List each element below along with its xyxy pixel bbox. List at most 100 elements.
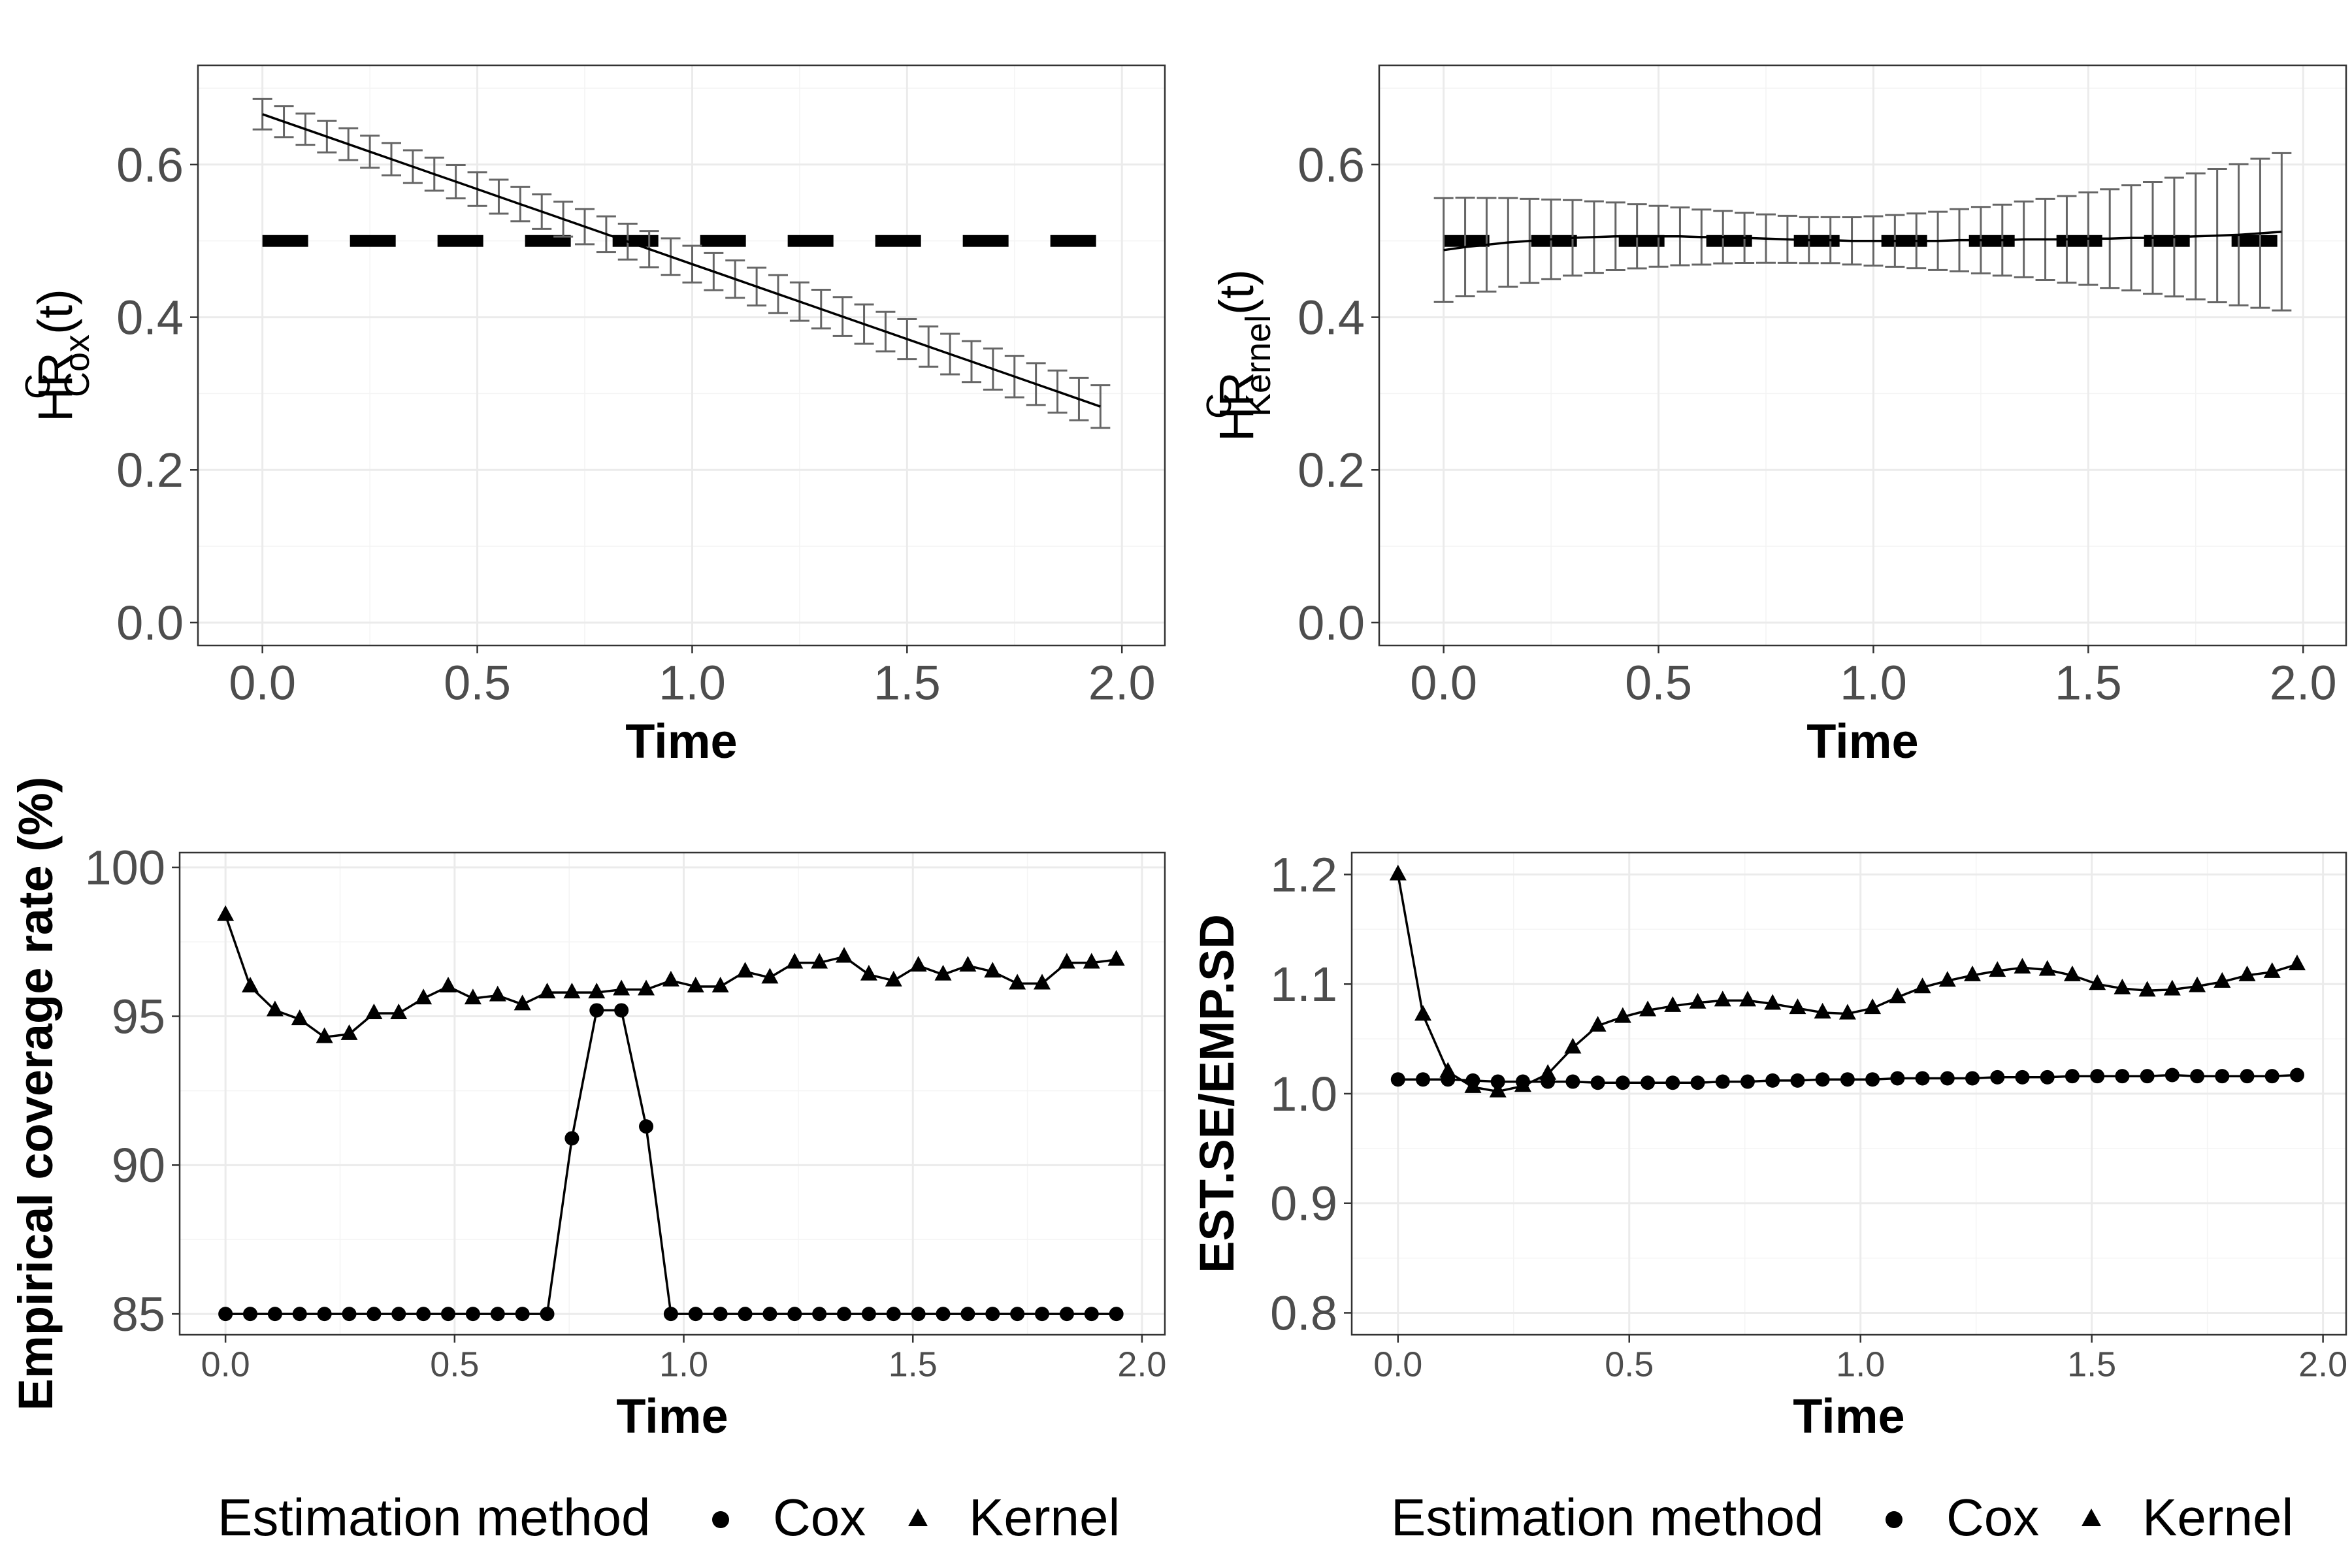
coverage-point-cox	[564, 1131, 580, 1146]
coverage-point-kernel	[736, 962, 754, 978]
hr-kernel-x-tick-label: 2.0	[2270, 655, 2337, 710]
coverage-point-cox	[812, 1307, 827, 1322]
se-ratio-point-kernel	[2288, 955, 2306, 971]
hr-cox-x-axis-title: Time	[625, 714, 737, 768]
coverage-point-kernel	[291, 1009, 308, 1026]
se-ratio-point-cox	[2040, 1070, 2055, 1085]
se-ratio-point-kernel	[2089, 974, 2106, 990]
hr-kernel-ylabel-suffix: (t)	[1209, 269, 1264, 315]
se-ratio-point-kernel	[1714, 990, 1731, 1007]
hr-cox-x-tick-label: 0.5	[444, 655, 511, 710]
coverage-y-tick-label: 90	[112, 1138, 165, 1192]
hr-kernel-panel-border	[1378, 64, 2347, 647]
se-ratio-point-cox	[1490, 1074, 1505, 1089]
se-ratio-point-kernel	[2213, 972, 2231, 988]
coverage-point-kernel	[415, 988, 433, 1005]
coverage-x-tick-label: 0.5	[430, 1345, 479, 1384]
coverage-point-cox	[614, 1003, 629, 1018]
coverage-point-cox	[441, 1307, 456, 1322]
coverage-point-cox	[292, 1307, 307, 1322]
hr-kernel-series-line-estimate	[1443, 230, 2282, 252]
se-ratio-chart: 0.0 0.5 1.0 1.5 2.0 0.8 0.9 1.0 1.1 1.2 Time EST.…	[1190, 847, 2347, 1443]
coverage-point-kernel	[1034, 973, 1051, 990]
coverage-point-cox	[267, 1307, 282, 1322]
coverage-point-cox	[1109, 1307, 1124, 1322]
legend-right-cox-label: Cox	[1946, 1488, 2039, 1546]
se-ratio-point-kernel	[2014, 958, 2031, 974]
se-ratio-point-kernel	[1664, 996, 1682, 1012]
se-ratio-point-cox	[1641, 1075, 1656, 1090]
se-ratio-point-kernel	[1689, 992, 1707, 1009]
coverage-point-cox	[317, 1307, 332, 1322]
legend-left-cox-marker	[712, 1511, 729, 1528]
se-ratio-y-axis-title: EST.SE/EMP.SD	[1190, 914, 1244, 1273]
coverage-point-cox	[1035, 1307, 1050, 1322]
se-ratio-point-kernel	[1589, 1016, 1607, 1032]
se-ratio-point-cox	[2090, 1069, 2105, 1084]
se-ratio-point-cox	[1890, 1071, 1905, 1086]
se-ratio-point-cox	[1840, 1072, 1855, 1087]
se-ratio-point-kernel	[2138, 981, 2156, 997]
coverage-point-cox	[738, 1307, 753, 1322]
se-ratio-point-cox	[1416, 1072, 1431, 1087]
se-ratio-ticks: 0.0 0.5 1.0 1.5 2.0 0.8 0.9 1.0 1.1 1.2	[1270, 847, 2347, 1384]
hr-kernel-y-tick-label: 0.0	[1298, 596, 1365, 650]
se-ratio-x-tick-label: 1.0	[1836, 1345, 1885, 1384]
hr-cox-ylabel-suffix: (t)	[28, 289, 82, 335]
se-ratio-point-cox	[1565, 1074, 1580, 1089]
se-ratio-point-kernel	[1938, 971, 1956, 987]
se-ratio-point-kernel	[1414, 1005, 1432, 1021]
coverage-point-kernel	[1107, 950, 1125, 966]
se-ratio-point-kernel	[1489, 1081, 1507, 1098]
coverage-point-kernel	[613, 979, 630, 996]
se-ratio-point-kernel	[1439, 1062, 1457, 1078]
coverage-panel-border	[178, 851, 1166, 1336]
hr-cox-marks	[252, 97, 1111, 429]
hr-cox-y-tick-label: 0.0	[116, 596, 184, 650]
se-ratio-point-cox	[2240, 1069, 2255, 1084]
se-ratio-point-cox	[1790, 1073, 1805, 1088]
hr-cox-y-tick-label: 0.4	[116, 290, 184, 344]
se-ratio-point-cox	[2164, 1068, 2180, 1083]
hr-cox-chart: 0.0 0.5 1.0 1.5 2.0 0.0 0.2 0.4 0.6 Time HRCCox(…	[18, 64, 1166, 768]
se-ratio-y-tick-label: 1.0	[1270, 1067, 1337, 1121]
se-ratio-y-tick-label: 0.9	[1270, 1177, 1337, 1231]
hr-kernel-ylabel-sup: C	[1200, 393, 1239, 419]
coverage-point-cox	[663, 1307, 678, 1322]
coverage-point-kernel	[588, 983, 606, 999]
se-ratio-y-tick-label: 1.2	[1270, 847, 1337, 902]
coverage-point-cox	[540, 1307, 555, 1322]
coverage-point-kernel	[365, 1004, 383, 1019]
se-ratio-point-kernel	[2238, 965, 2256, 981]
se-ratio-x-tick-label: 0.5	[1605, 1345, 1654, 1384]
se-ratio-point-cox	[2264, 1069, 2279, 1084]
coverage-point-kernel	[711, 977, 729, 992]
coverage-point-kernel	[836, 947, 853, 963]
coverage-point-cox	[515, 1307, 530, 1322]
se-ratio-point-cox	[2289, 1068, 2304, 1083]
hr-cox-x-tick-label: 1.0	[659, 655, 726, 710]
se-ratio-point-cox	[1815, 1072, 1830, 1087]
coverage-point-cox	[367, 1307, 382, 1322]
hr-kernel-y-tick-label: 0.6	[1298, 138, 1365, 192]
hr-cox-x-tick-label: 1.5	[874, 655, 941, 710]
se-ratio-point-kernel	[1964, 965, 1982, 981]
coverage-point-kernel	[638, 979, 655, 996]
hr-cox-x-tick-label: 2.0	[1088, 655, 1156, 710]
se-ratio-point-kernel	[1514, 1076, 1531, 1092]
coverage-point-cox	[960, 1307, 975, 1322]
coverage-point-kernel	[440, 977, 457, 992]
coverage-point-cox	[391, 1307, 406, 1322]
se-ratio-point-cox	[1390, 1072, 1405, 1087]
se-ratio-point-cox	[2065, 1069, 2080, 1084]
coverage-point-kernel	[563, 983, 581, 999]
coverage-point-cox	[837, 1307, 852, 1322]
coverage-point-cox	[416, 1307, 431, 1322]
se-ratio-point-kernel	[1764, 994, 1782, 1010]
coverage-point-kernel	[1083, 953, 1100, 969]
se-ratio-point-cox	[1740, 1074, 1755, 1089]
coverage-point-kernel	[514, 994, 531, 1011]
coverage-point-kernel	[340, 1024, 358, 1040]
se-ratio-point-kernel	[1789, 998, 1806, 1015]
se-ratio-point-kernel	[1838, 1004, 1856, 1020]
